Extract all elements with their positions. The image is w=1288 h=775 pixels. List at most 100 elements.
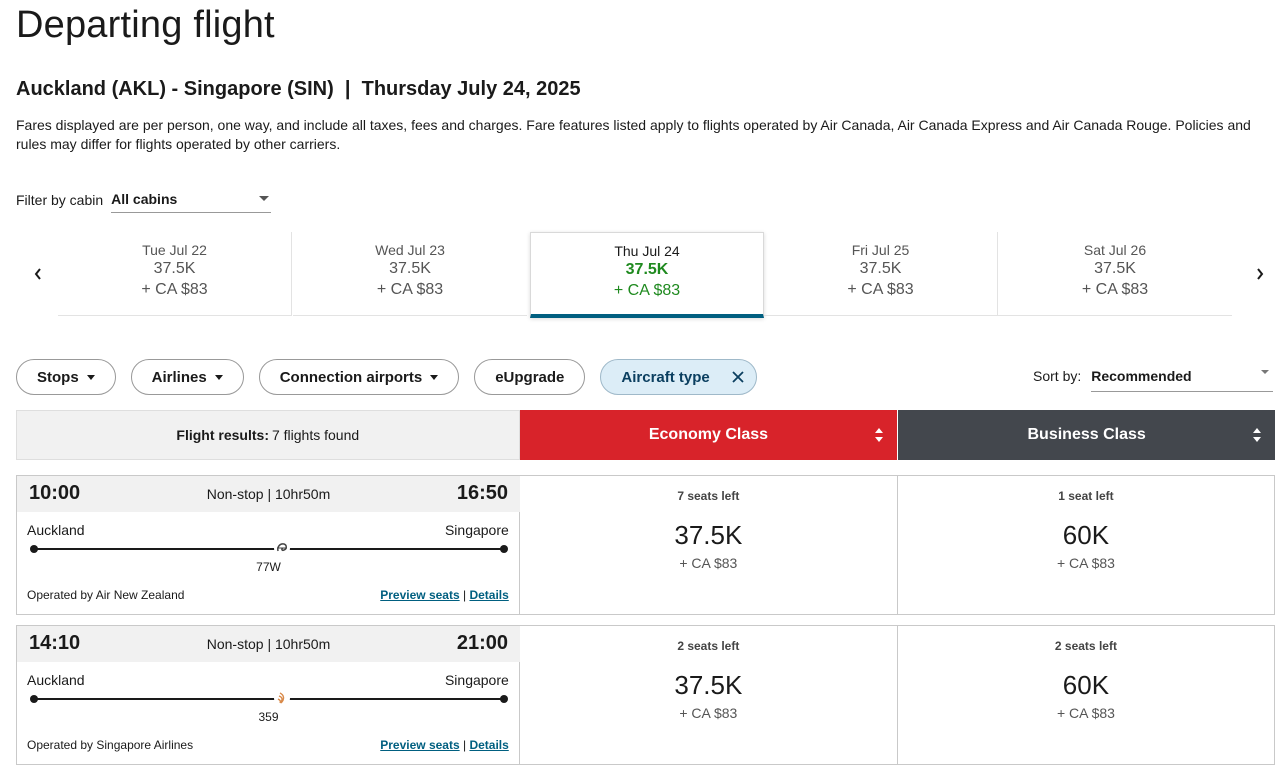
sort-label: Sort by: [1033,368,1082,384]
sort-select-value: Recommended [1091,367,1192,384]
date-option-fri-jul-25[interactable]: Fri Jul 25 37.5K + CA $83 [764,232,998,316]
aircraft-type: 77W [256,560,281,574]
date-cash: + CA $83 [141,281,208,298]
flight-result-row: 14:10 Non-stop | 10hr50m 21:00 Auckland … [16,625,1275,765]
cabin-select-value: All cabins [111,190,178,207]
results-header: Flight results: 7 flights found Economy … [16,410,1275,460]
details-link[interactable]: Details [469,738,509,752]
date-label: Tue Jul 22 [142,242,207,258]
singapore-airlines-icon [274,690,290,706]
route-line [30,690,508,706]
cabin-filter-label: Filter by cabin [16,192,104,208]
business-class-label: Business Class [1027,426,1146,443]
business-fare-option[interactable]: 1 seat left 60K + CA $83 [896,476,1274,614]
fare-points: 37.5K [674,520,743,550]
previous-dates-button[interactable] [18,254,58,294]
fare-points: 60K [1062,520,1110,550]
flight-links: Preview seats | Details [380,588,509,602]
date-cash: + CA $83 [847,281,914,298]
date-cash: + CA $83 [376,281,444,298]
origin-city: Auckland [27,522,85,538]
economy-fare-option[interactable]: 7 seats left 37.5K + CA $83 [520,476,897,614]
date-label: Sat Jul 26 [1083,242,1147,258]
seats-left: 2 seats left [677,639,740,653]
date-option-tue-jul-22[interactable]: Tue Jul 22 37.5K + CA $83 [58,232,292,316]
caret-down-icon [214,374,223,380]
chevron-left-icon [34,268,41,280]
date-carousel: Tue Jul 22 37.5K + CA $83 Wed Jul 23 37.… [16,232,1278,318]
aircraft-type-filter-label: Aircraft type [621,368,710,386]
airlines-filter-label: Airlines [151,368,207,386]
arrival-time: 21:00 [456,632,508,654]
fare-cash: + CA $83 [1056,705,1115,721]
date-label: Wed Jul 23 [375,242,445,258]
date-cash: + CA $83 [1081,281,1149,298]
flight-duration: Non-stop | 10hr50m [206,486,331,502]
filter-chips: Stops Airlines Connection airports eUpgr… [16,359,772,395]
aircraft-type-filter-button[interactable]: Aircraft type [600,359,757,395]
flight-times-bar: 10:00 Non-stop | 10hr50m 16:50 [17,476,520,512]
aircraft-type: 359 [258,710,279,724]
route-heading: Auckland (AKL) - Singapore (SIN) | Thurs… [16,78,581,100]
fare-cash: + CA $83 [679,555,738,571]
connection-airports-filter-button[interactable]: Connection airports [258,359,460,395]
origin-dot [30,695,38,703]
flight-times-bar: 14:10 Non-stop | 10hr50m 21:00 [17,626,520,662]
economy-class-column-header[interactable]: Economy Class [519,410,898,460]
arrival-time: 16:50 [456,482,508,504]
date-points: 37.5K [153,260,196,277]
flight-info: 10:00 Non-stop | 10hr50m 16:50 Auckland … [17,476,520,614]
date-points: 37.5K [859,260,902,277]
sort-select[interactable]: Recommended [1091,360,1274,392]
departure-time: 10:00 [29,482,81,504]
close-icon[interactable] [732,371,744,383]
preview-seats-link[interactable]: Preview seats [380,588,460,602]
fare-cash: + CA $83 [679,705,738,721]
chevron-right-icon [1257,268,1264,280]
stops-filter-label: Stops [37,368,79,386]
flight-duration: Non-stop | 10hr50m [206,636,331,652]
eupgrade-filter-button[interactable]: eUpgrade [474,359,586,395]
chevron-down-icon [1261,369,1270,374]
seats-left: 7 seats left [677,489,740,503]
business-class-column-header[interactable]: Business Class [897,410,1275,460]
destination-city: Singapore [444,522,509,538]
fare-points: 37.5K [674,670,743,700]
next-dates-button[interactable] [1240,254,1280,294]
stops-filter-button[interactable]: Stops [16,359,116,395]
date-label: Fri Jul 25 [851,242,910,258]
sort-control: Sort by: Recommended [1033,360,1274,392]
date-option-wed-jul-23[interactable]: Wed Jul 23 37.5K + CA $83 [293,232,527,316]
link-separator: | [462,738,470,752]
air-new-zealand-icon [274,540,290,556]
sort-icon [875,428,884,442]
eupgrade-filter-label: eUpgrade [495,368,565,386]
economy-class-label: Economy Class [648,426,769,443]
preview-seats-link[interactable]: Preview seats [380,738,460,752]
sort-icon [1253,428,1261,442]
airlines-filter-button[interactable]: Airlines [130,359,244,395]
departure-time: 14:10 [29,632,81,654]
business-fare-option[interactable]: 2 seats left 60K + CA $83 [896,626,1274,764]
economy-fare-option[interactable]: 2 seats left 37.5K + CA $83 [520,626,897,764]
date-points: 37.5K [625,261,669,278]
date-label: Thu Jul 24 [614,243,680,259]
fare-points: 60K [1062,670,1110,700]
chevron-down-icon [259,196,270,201]
date-cash: + CA $83 [613,282,681,299]
date-option-sat-jul-26[interactable]: Sat Jul 26 37.5K + CA $83 [998,232,1232,316]
seats-left: 1 seat left [1058,489,1114,503]
page-title: Departing flight [16,4,275,46]
flight-info: 14:10 Non-stop | 10hr50m 21:00 Auckland … [17,626,520,764]
link-separator: | [462,588,470,602]
cabin-select[interactable]: All cabins [111,187,272,213]
caret-down-icon [86,374,95,380]
connection-airports-filter-label: Connection airports [279,368,423,386]
results-label: Flight results: [176,427,269,443]
operated-by: Operated by Air New Zealand [27,588,185,602]
cabin-filter: Filter by cabin All cabins [16,186,272,214]
details-link[interactable]: Details [469,588,509,602]
date-points: 37.5K [1094,260,1136,277]
date-points: 37.5K [389,260,431,277]
date-option-thu-jul-24[interactable]: Thu Jul 24 37.5K + CA $83 [530,232,764,318]
